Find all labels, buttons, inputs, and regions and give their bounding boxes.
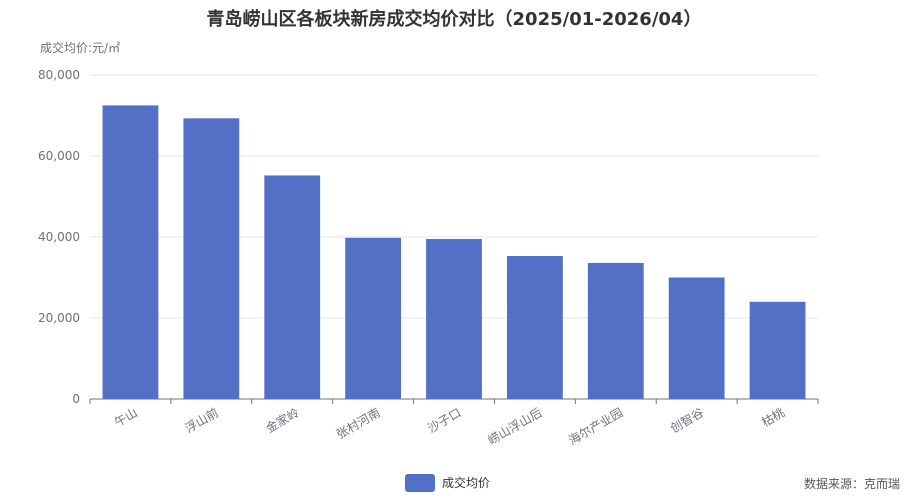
legend-swatch[interactable] (405, 474, 435, 492)
bar-6[interactable] (587, 262, 644, 399)
legend-label[interactable]: 成交均价 (442, 475, 490, 490)
x-tick-label: 崂山浮山后 (485, 405, 544, 447)
x-tick-label: 浮山前 (182, 405, 221, 436)
x-tick-label: 张村河南 (334, 405, 383, 442)
x-tick-label: 创智谷 (667, 405, 706, 436)
y-axis-label: 成交均价:元/㎡ (40, 40, 120, 55)
x-tick-label: 枯桃 (759, 405, 787, 430)
bar-4[interactable] (426, 239, 482, 399)
chart-title: 青岛崂山区各板块新房成交均价对比（2025/01-2026/04） (207, 8, 702, 30)
x-tick-label: 午山 (112, 405, 140, 429)
bar-8[interactable] (749, 301, 806, 399)
bar-5[interactable] (506, 256, 563, 399)
bar-3[interactable] (345, 237, 402, 399)
y-tick-label: 40,000 (38, 230, 80, 244)
bar-7[interactable] (668, 277, 725, 400)
y-tick-label: 0 (72, 392, 80, 406)
legend[interactable]: 成交均价 (405, 474, 490, 492)
bars (102, 105, 806, 400)
x-tick-label: 海尔产业园 (566, 405, 625, 448)
x-tick-labels: 午山 浮山前 金家岭 张村河南 沙子口 崂山浮山后 海尔产业园 创智谷 枯桃 (112, 405, 787, 448)
bar-0[interactable] (102, 105, 159, 399)
y-tick-labels: 0 20,000 40,000 60,000 80,000 (38, 68, 80, 406)
y-tick-label: 80,000 (38, 68, 80, 82)
source-note: 数据来源：克而瑞 (804, 476, 900, 491)
x-tick-label: 沙子口 (425, 405, 463, 435)
bar-2[interactable] (264, 175, 321, 399)
y-tick-label: 60,000 (38, 149, 80, 163)
y-tick-label: 20,000 (38, 311, 80, 325)
x-tick-label: 金家岭 (263, 405, 302, 436)
bar-1[interactable] (183, 118, 240, 400)
